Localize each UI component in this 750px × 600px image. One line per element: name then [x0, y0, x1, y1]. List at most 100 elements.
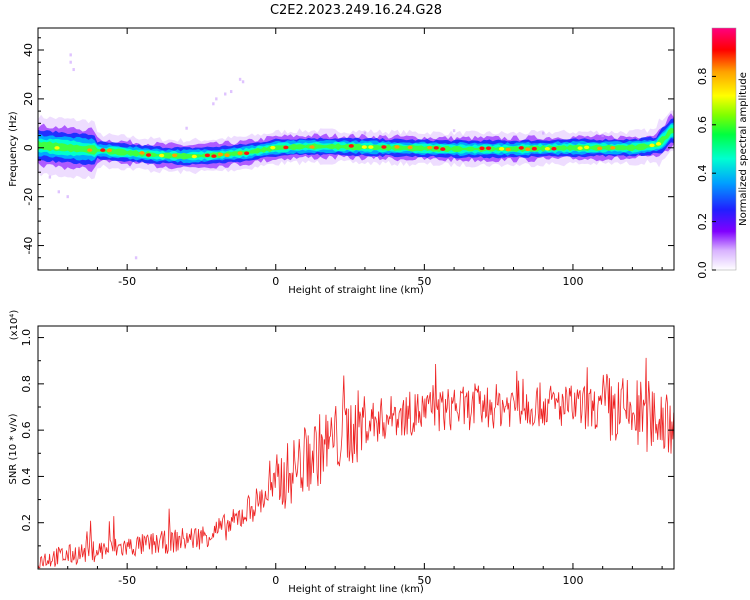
- heatmap-hotspot: [224, 153, 230, 158]
- heatmap-hotspot: [100, 148, 106, 152]
- heatmap-speckle: [224, 92, 227, 96]
- heatmap-hotspot: [518, 146, 524, 150]
- colorbar-label: Normalized spectral amplitude: [738, 72, 749, 226]
- colorbar: 0.0 0.2 0.4 0.6 0.8 Normalized spectral ampl…: [696, 27, 749, 279]
- snr-y-tick-label: 0.2: [20, 514, 33, 532]
- colorbar-tick-label: 0.6: [696, 116, 709, 134]
- snr-y-tick-label: 0.8: [20, 375, 33, 393]
- snr-scale-note: (x10⁴): [9, 310, 20, 341]
- heatmap-y-tick-label: 20: [22, 92, 35, 106]
- snr-y-ticks: 0.2 0.4 0.6 0.8 1.0: [20, 329, 674, 547]
- heatmap-hotspot: [584, 145, 590, 150]
- heatmap-hotspot: [159, 153, 165, 158]
- heatmap-frame: [37, 27, 675, 271]
- snr-y-tick-label: 0.6: [20, 421, 33, 439]
- heatmap-hotspot: [217, 152, 224, 157]
- heatmap-hotspot: [505, 147, 511, 152]
- colorbar-tick-label: 0.0: [696, 261, 709, 279]
- heatmap-hotspot: [54, 146, 60, 150]
- heatmap-hotspot: [191, 154, 197, 159]
- colorbar-tick-label: 0.8: [696, 68, 709, 86]
- snr-x-ticks: -50 0 50 100: [37, 326, 663, 587]
- heatmap-hotspot: [237, 151, 243, 155]
- heatmap-hotspot: [531, 146, 537, 151]
- heatmap-cells: [38, 53, 674, 260]
- heatmap-hotspot: [381, 145, 387, 149]
- snr-frame: [37, 325, 675, 570]
- heatmap-speckle: [48, 175, 52, 179]
- heatmap-speckle: [57, 190, 61, 194]
- heatmap-speckle: [69, 60, 72, 64]
- heatmap-speckle: [215, 97, 218, 101]
- heatmap-panel: -50 0 50 100 -40 -20 0 20 40 Height of straight…: [8, 27, 675, 296]
- snr-x-tick-label: 0: [272, 574, 279, 587]
- snr-x-axis-label: Height of straight line (km): [288, 584, 424, 595]
- figure-title: C2E2.2023.249.16.24.G28: [270, 3, 442, 18]
- heatmap-hotspot: [394, 145, 400, 149]
- heatmap-y-tick-label: -20: [22, 188, 35, 206]
- snr-y-tick-label: 1.0: [20, 329, 33, 347]
- heatmap-hotspot: [106, 148, 112, 153]
- heatmap-x-tick-label: 50: [417, 275, 431, 288]
- colorbar-frame: [711, 27, 737, 271]
- heatmap-speckle: [238, 77, 242, 81]
- heatmap-hotspot: [139, 151, 145, 155]
- heatmap-hotspot: [283, 145, 289, 150]
- heatmap-hotspot: [407, 145, 413, 150]
- snr-y-axis-label: SNR (10 * v/v): [8, 413, 19, 484]
- heatmap-hotspot: [427, 145, 433, 150]
- heatmap-speckle: [601, 134, 604, 138]
- heatmap-x-tick-label: 0: [272, 275, 279, 288]
- heatmap-hotspot: [655, 142, 662, 146]
- heatmap-hotspot: [440, 147, 446, 151]
- heatmap-speckle: [241, 80, 245, 84]
- heatmap-y-ticks: -40 -20 0 20 40: [22, 37, 674, 271]
- heatmap-y-tick-label: 0: [22, 144, 35, 151]
- snr-y-tick-label: 0.4: [20, 468, 33, 486]
- heatmap-hotspot: [525, 147, 531, 152]
- snr-plot-area: [38, 326, 674, 569]
- heatmap-hotspot: [485, 146, 492, 150]
- heatmap-speckle: [542, 131, 545, 135]
- heatmap-hotspot: [433, 146, 439, 150]
- heatmap-hotspot: [649, 143, 655, 148]
- colorbar-gradient: [712, 28, 736, 270]
- heatmap-hotspot: [499, 147, 505, 151]
- heatmap-x-ticks: -50 0 50 100: [37, 28, 663, 288]
- heatmap-y-tick-label: -40: [22, 237, 35, 255]
- heatmap-speckle: [72, 68, 75, 72]
- heatmap-hotspot: [551, 146, 557, 151]
- snr-series-line: [37, 357, 675, 569]
- heatmap-hotspot: [597, 146, 603, 151]
- heatmap-hotspot: [87, 148, 93, 152]
- heatmap-speckle: [185, 126, 188, 130]
- heatmap-hotspot: [145, 153, 152, 157]
- heatmap-speckle: [69, 53, 72, 57]
- heatmap-speckle: [229, 90, 233, 94]
- heatmap-speckle: [134, 256, 138, 260]
- snr-x-tick-label: -50: [118, 574, 136, 587]
- heatmap-speckle: [452, 129, 456, 133]
- colorbar-tick-label: 0.2: [696, 213, 709, 231]
- heatmap-hotspot: [270, 145, 276, 150]
- heatmap-hotspot: [479, 146, 485, 151]
- heatmap-hotspot: [577, 146, 583, 150]
- heatmap-hotspot: [610, 146, 616, 150]
- heatmap-hotspot: [544, 146, 550, 151]
- heatmap-speckle: [363, 131, 367, 135]
- heatmap-hotspot: [348, 144, 354, 148]
- heatmap-hotspot: [309, 145, 315, 149]
- heatmap-x-axis-label: Height of straight line (km): [288, 285, 424, 296]
- heatmap-hotspot: [244, 151, 250, 156]
- snr-x-tick-label: 50: [417, 574, 431, 587]
- snr-panel: -50 0 50 100 0.2 0.4 0.6 0.8 1.0 Height of stra…: [8, 310, 675, 595]
- heatmap-band: [38, 124, 674, 161]
- heatmap-hotspot: [368, 145, 374, 149]
- heatmap-hotspot: [211, 154, 217, 158]
- colorbar-tick-label: 0.4: [696, 164, 709, 182]
- heatmap-hotspot: [204, 153, 211, 158]
- heatmap-y-tick-label: 40: [22, 43, 35, 57]
- snr-x-tick-label: 100: [562, 574, 583, 587]
- heatmap-hotspot: [361, 145, 367, 149]
